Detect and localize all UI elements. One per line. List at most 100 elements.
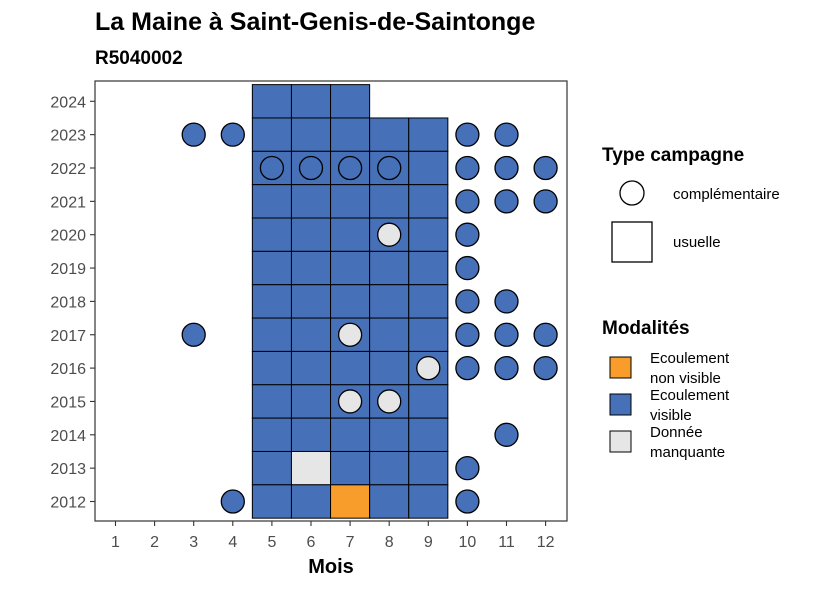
y-tick-label-2016: 2016 bbox=[50, 361, 86, 378]
x-tick-label-7: 7 bbox=[346, 534, 355, 551]
usuelle-square-2023-7 bbox=[330, 117, 371, 152]
complementaire-circle-2016-11 bbox=[494, 355, 519, 381]
complementaire-circle-2018-10 bbox=[455, 289, 480, 314]
usuelle-square-2021-7 bbox=[330, 184, 371, 219]
legend-non-visible-label-line1: Ecoulement bbox=[650, 350, 730, 367]
legend-visible-swatch bbox=[609, 393, 632, 416]
usuelle-square-2013-5 bbox=[251, 450, 292, 486]
x-tick-label-9: 9 bbox=[424, 534, 433, 551]
legend-usuelle-symbol bbox=[611, 221, 653, 263]
complementaire-circle-2017-11 bbox=[494, 322, 519, 347]
legend-type-campagne: Type campagne complémentaire usuelle bbox=[602, 145, 780, 263]
y-tick-label-2018: 2018 bbox=[50, 294, 86, 311]
x-tick-label-2: 2 bbox=[150, 534, 159, 551]
usuelle-square-2022-9 bbox=[408, 150, 449, 186]
complementaire-circle-2020-8 bbox=[377, 222, 402, 247]
complementaire-circles bbox=[181, 122, 558, 514]
legend-complementaire-label: complémentaire bbox=[673, 186, 780, 203]
usuelle-square-2013-7 bbox=[330, 450, 371, 486]
usuelle-square-2024-7 bbox=[330, 84, 371, 119]
y-tick-label-2019: 2019 bbox=[50, 261, 86, 278]
x-tick-label-1: 1 bbox=[111, 534, 120, 551]
usuelle-square-2023-6 bbox=[290, 117, 332, 152]
complementaire-circle-2019-10 bbox=[455, 255, 480, 281]
legend-manquante-label-line1: Donnée bbox=[650, 424, 703, 441]
usuelle-square-2021-6 bbox=[290, 184, 332, 219]
usuelle-square-2012-8 bbox=[369, 484, 410, 519]
usuelle-square-2020-9 bbox=[408, 217, 449, 252]
complementaire-circle-2021-10 bbox=[455, 189, 480, 214]
legend-visible-label-line1: Ecoulement bbox=[650, 387, 730, 404]
usuelle-square-2023-9 bbox=[408, 117, 449, 152]
x-axis: 1 2 3 4 5 6 7 8 9 10 11 12 bbox=[111, 521, 555, 551]
y-axis: 2012 2013 2014 2015 2016 2017 2018 2019 2020 2021… bbox=[50, 94, 95, 512]
complementaire-circle-2016-9 bbox=[416, 355, 441, 381]
usuelle-square-2014-7 bbox=[330, 417, 371, 452]
complementaire-circle-2015-8 bbox=[377, 389, 402, 414]
complementaire-circle-2021-12 bbox=[533, 189, 558, 214]
usuelle-square-2017-8 bbox=[369, 317, 410, 352]
usuelle-square-2020-5 bbox=[251, 217, 292, 252]
x-axis-title: Mois bbox=[308, 556, 354, 578]
chart-subtitle: R5040002 bbox=[95, 48, 183, 69]
complementaire-circle-2017-3 bbox=[181, 322, 206, 347]
usuelle-square-2016-5 bbox=[251, 350, 292, 386]
y-tick-label-2023: 2023 bbox=[50, 128, 86, 145]
complementaire-circle-2023-11 bbox=[494, 122, 519, 147]
usuelle-square-2019-7 bbox=[330, 250, 371, 286]
usuelle-square-2019-9 bbox=[408, 250, 449, 286]
usuelle-square-2014-8 bbox=[369, 417, 410, 452]
usuelle-square-2013-9 bbox=[408, 450, 449, 486]
y-tick-label-2022: 2022 bbox=[50, 161, 86, 178]
usuelle-square-2014-6 bbox=[290, 417, 332, 452]
complementaire-circle-2022-5 bbox=[259, 155, 285, 181]
complementaire-circle-2017-12 bbox=[533, 322, 558, 347]
legend-modalites: Modalités Ecoulement non visible Ecoulem… bbox=[602, 318, 730, 461]
x-tick-label-3: 3 bbox=[189, 534, 198, 551]
y-tick-label-2013: 2013 bbox=[50, 461, 86, 478]
complementaire-circle-2018-11 bbox=[494, 289, 519, 314]
complementaire-circle-2023-10 bbox=[455, 122, 480, 147]
complementaire-circle-2016-10 bbox=[455, 355, 480, 381]
complementaire-circle-2012-4 bbox=[220, 489, 245, 514]
usuelle-square-2017-9 bbox=[408, 317, 449, 352]
usuelle-square-2019-5 bbox=[251, 250, 292, 286]
x-tick-label-6: 6 bbox=[307, 534, 316, 551]
usuelle-square-2013-6 bbox=[290, 450, 332, 486]
usuelle-square-2012-7 bbox=[330, 484, 371, 519]
legend-usuelle-label: usuelle bbox=[673, 234, 721, 251]
complementaire-circle-2012-10 bbox=[455, 489, 480, 514]
usuelle-square-2018-9 bbox=[408, 284, 449, 319]
y-tick-label-2014: 2014 bbox=[50, 428, 86, 445]
complementaire-circle-2022-11 bbox=[494, 155, 519, 181]
complementaire-circle-2013-10 bbox=[455, 455, 480, 481]
usuelle-square-2012-5 bbox=[251, 484, 292, 519]
usuelle-square-2012-9 bbox=[408, 484, 449, 519]
complementaire-circle-2021-11 bbox=[494, 189, 519, 214]
usuelle-square-2013-8 bbox=[369, 450, 410, 486]
y-tick-label-2024: 2024 bbox=[50, 94, 86, 111]
usuelle-square-2019-6 bbox=[290, 250, 332, 286]
x-tick-label-4: 4 bbox=[228, 534, 237, 551]
usuelle-square-2024-6 bbox=[290, 84, 332, 119]
usuelle-square-2021-9 bbox=[408, 184, 449, 219]
legend-shape-title: Type campagne bbox=[602, 145, 744, 166]
legend-manquante-label-line2: manquante bbox=[650, 444, 725, 461]
usuelle-square-2018-8 bbox=[369, 284, 410, 319]
legend-fill-title: Modalités bbox=[602, 318, 690, 339]
usuelle-square-2015-9 bbox=[408, 384, 449, 419]
usuelle-square-2018-7 bbox=[330, 284, 371, 319]
usuelle-square-2020-7 bbox=[330, 217, 371, 252]
usuelle-square-2016-8 bbox=[369, 350, 410, 386]
usuelle-square-2019-8 bbox=[369, 250, 410, 286]
usuelle-square-2014-9 bbox=[408, 417, 449, 452]
usuelle-square-2015-5 bbox=[251, 384, 292, 419]
legend-complementaire-symbol bbox=[619, 180, 645, 206]
usuelle-square-2021-8 bbox=[369, 184, 410, 219]
x-tick-label-11: 11 bbox=[498, 534, 515, 551]
y-tick-label-2021: 2021 bbox=[50, 194, 86, 211]
complementaire-circle-2015-7 bbox=[337, 389, 363, 414]
complementaire-circle-2020-10 bbox=[455, 222, 480, 247]
legend-non-visible-swatch bbox=[609, 356, 632, 379]
